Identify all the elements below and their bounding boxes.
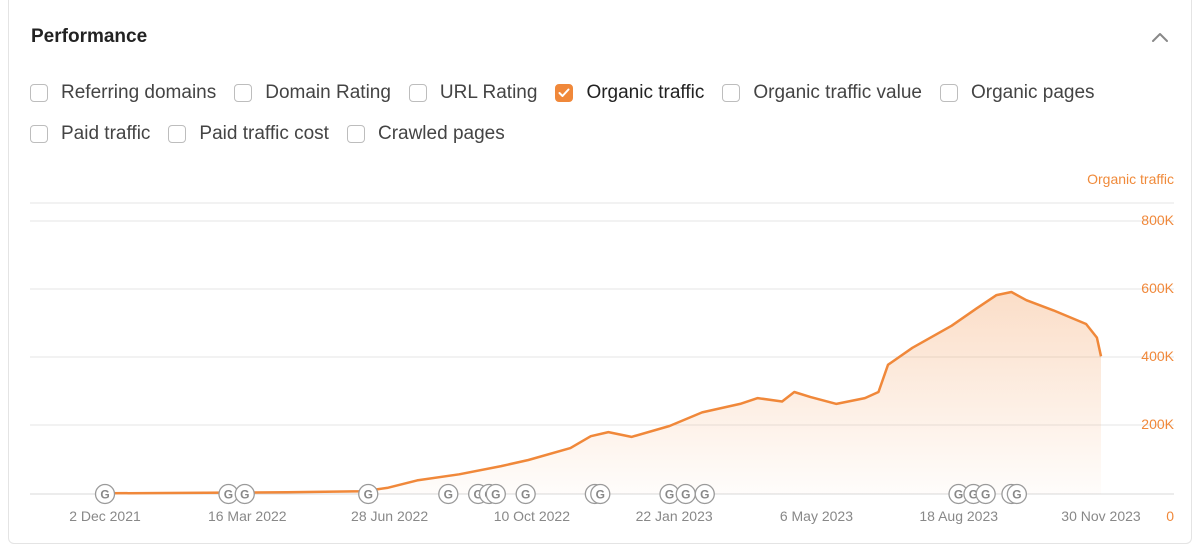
- marker-circle: [94, 483, 116, 505]
- filter-label: Organic traffic: [586, 82, 705, 103]
- filter-paid-traffic[interactable]: Paid traffic: [30, 123, 150, 145]
- x-tick-label: 10 Oct 2022: [494, 508, 570, 524]
- checkbox[interactable]: [346, 125, 365, 143]
- x-tick-label: 6 May 2023: [780, 508, 853, 524]
- google-update-marker[interactable]: G: [515, 483, 536, 505]
- marker-circle: [485, 483, 506, 505]
- marker-label: G: [954, 488, 963, 502]
- series-area: [105, 292, 1101, 494]
- marker-label: G: [981, 488, 990, 502]
- google-update-marker[interactable]: G: [438, 483, 459, 505]
- checkbox[interactable]: [408, 84, 427, 102]
- marker-label: G: [240, 488, 249, 502]
- marker-circle: [590, 483, 611, 505]
- checkbox[interactable]: [30, 125, 48, 143]
- filter-label: Referring domains: [61, 82, 217, 103]
- marker-label: G: [700, 488, 709, 502]
- chart-legend-label: Organic traffic: [1087, 171, 1174, 187]
- checkbox[interactable]: [234, 84, 253, 102]
- collapse-button[interactable]: [1148, 26, 1172, 50]
- marker-label: G: [1012, 488, 1021, 502]
- filter-label: Organic traffic value: [753, 82, 922, 103]
- marker-circle: [1006, 483, 1028, 505]
- filter-organic-traffic-value[interactable]: Organic traffic value: [722, 82, 922, 104]
- filter-label: Paid traffic: [61, 123, 151, 144]
- google-update-marker[interactable]: G: [218, 483, 239, 505]
- filter-url-rating[interactable]: URL Rating: [408, 82, 538, 104]
- filter-label: Crawled pages: [377, 123, 505, 144]
- google-update-marker[interactable]: G: [358, 483, 379, 505]
- marker-label: G: [665, 488, 674, 502]
- marker-circle: [358, 483, 379, 505]
- marker-label: G: [364, 488, 373, 502]
- y-tick-label: 0: [1166, 508, 1174, 524]
- filter-organic-traffic[interactable]: Organic traffic: [555, 82, 704, 104]
- marker-label: G: [491, 488, 500, 502]
- google-update-marker[interactable]: G: [675, 483, 696, 505]
- metric-filters-row-1: Referring domains Domain Rating URL Rating…: [30, 78, 1170, 108]
- marker-circle: [694, 483, 715, 505]
- marker-circle: [438, 483, 459, 505]
- google-update-marker[interactable]: G: [975, 483, 996, 505]
- marker-label: G: [444, 488, 453, 502]
- filter-label: URL Rating: [439, 82, 538, 103]
- series-line: [104, 290, 1103, 495]
- filter-label: Paid traffic cost: [199, 123, 329, 144]
- marker-circle: [234, 483, 255, 505]
- checkbox[interactable]: [722, 84, 741, 102]
- y-tick-label: 600K: [1141, 280, 1174, 296]
- page-title: Performance: [31, 26, 148, 47]
- y-tick-label: 800K: [1141, 212, 1174, 228]
- filter-label: Domain Rating: [265, 82, 391, 103]
- x-tick-label: 18 Aug 2023: [919, 508, 998, 524]
- marker-label: G: [969, 488, 978, 502]
- x-tick-label: 30 Nov 2023: [1061, 508, 1141, 524]
- y-tick-label: 200K: [1141, 416, 1174, 432]
- marker-label: G: [596, 488, 605, 502]
- marker-circle: [515, 483, 536, 505]
- x-tick-label: 22 Jan 2023: [636, 508, 713, 524]
- checkbox[interactable]: [30, 84, 48, 102]
- google-update-marker[interactable]: G: [234, 483, 255, 505]
- google-update-marker[interactable]: G: [485, 483, 506, 505]
- checkbox[interactable]: [939, 84, 958, 102]
- filter-referring-domains[interactable]: Referring domains: [30, 82, 216, 104]
- marker-label: G: [521, 488, 530, 502]
- marker-label: G: [100, 488, 109, 502]
- marker-label: G: [681, 488, 690, 502]
- marker-label: G: [473, 488, 482, 502]
- x-tick-label: 16 Mar 2022: [208, 508, 287, 524]
- google-update-marker[interactable]: G: [94, 483, 116, 505]
- check-icon: [558, 88, 570, 97]
- google-update-marker[interactable]: G: [694, 483, 715, 505]
- google-update-marker[interactable]: G: [590, 483, 611, 505]
- checkbox[interactable]: [168, 125, 187, 143]
- chevron-up-icon: [1152, 33, 1168, 42]
- checkbox[interactable]: [555, 84, 574, 102]
- metric-filters: Referring domains Domain Rating URL Rating…: [30, 78, 1170, 160]
- filter-domain-rating[interactable]: Domain Rating: [234, 82, 391, 104]
- filter-crawled-pages[interactable]: Crawled pages: [346, 123, 505, 145]
- marker-circle: [975, 483, 996, 505]
- y-tick-label: 400K: [1141, 348, 1174, 364]
- filter-label: Organic pages: [970, 82, 1095, 103]
- marker-label: G: [224, 488, 233, 502]
- x-tick-label: 28 Jun 2022: [351, 508, 428, 524]
- metric-filters-row-2: Paid traffic Paid traffic cost Crawled pag…: [30, 119, 1170, 149]
- filter-paid-traffic-cost[interactable]: Paid traffic cost: [168, 123, 329, 145]
- google-update-marker[interactable]: G: [1006, 483, 1028, 505]
- filter-organic-pages[interactable]: Organic pages: [939, 82, 1095, 104]
- x-tick-label: 2 Dec 2021: [69, 508, 141, 524]
